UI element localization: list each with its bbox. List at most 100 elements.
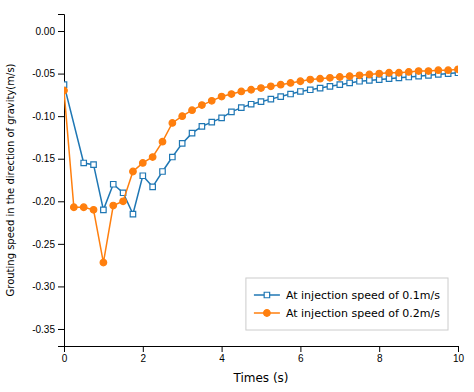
series-marker xyxy=(218,93,225,100)
y-tick-mark xyxy=(58,116,64,117)
series-marker xyxy=(81,160,86,165)
series-marker xyxy=(405,69,412,76)
series-marker xyxy=(111,182,116,187)
series-marker xyxy=(179,141,184,146)
x-tick: 0 xyxy=(62,346,68,364)
series-marker xyxy=(140,173,145,178)
x-tick: 6 xyxy=(298,346,304,364)
y-tick: -0.35 xyxy=(32,324,64,335)
series-marker xyxy=(435,67,442,74)
x-tick-mark xyxy=(300,346,301,352)
y-tick: -0.25 xyxy=(32,239,64,250)
series-marker xyxy=(64,82,67,87)
series-marker xyxy=(64,87,67,94)
series-marker xyxy=(258,99,263,104)
x-tick-label: 0 xyxy=(62,353,68,364)
legend-box xyxy=(246,278,448,330)
series-marker xyxy=(317,75,324,82)
series-marker xyxy=(445,67,452,74)
series-marker xyxy=(239,105,244,110)
series-marker xyxy=(199,102,206,109)
series-marker xyxy=(425,68,432,75)
series-marker xyxy=(189,107,196,114)
x-tick-label: 10 xyxy=(453,353,465,364)
y-tick: -0.15 xyxy=(32,153,64,164)
legend-item: At injection speed of 0.1m/s xyxy=(254,289,440,302)
series-marker xyxy=(189,130,194,135)
y-tick: -0.20 xyxy=(32,196,64,207)
series-marker xyxy=(100,259,107,266)
series-line xyxy=(64,73,458,214)
series-marker xyxy=(366,71,373,78)
series-marker xyxy=(258,85,265,92)
series-marker xyxy=(169,120,176,127)
x-tick-mark xyxy=(143,346,144,352)
y-tick-label: -0.20 xyxy=(32,196,55,207)
series-marker xyxy=(357,79,362,84)
series-marker xyxy=(288,91,293,96)
legend-label: At injection speed of 0.1m/s xyxy=(286,289,440,302)
series-marker xyxy=(386,76,391,81)
y-axis-title: Grouting speed in the direction of gravi… xyxy=(5,63,16,296)
y-tick: 0.00 xyxy=(36,26,64,37)
x-tick: 2 xyxy=(141,346,147,364)
series-line xyxy=(64,69,458,262)
series-marker xyxy=(219,115,224,120)
x-tick-mark xyxy=(379,346,380,352)
series-marker xyxy=(298,89,303,94)
series-marker xyxy=(120,198,127,205)
series-marker xyxy=(160,169,165,174)
series-marker xyxy=(376,77,381,82)
series-marker xyxy=(396,69,403,76)
series-marker xyxy=(268,83,275,90)
y-tick-label: -0.15 xyxy=(32,153,55,164)
x-tick-mark xyxy=(458,346,459,352)
x-tick-label: 6 xyxy=(298,353,304,364)
legend-item: At injection speed of 0.2m/s xyxy=(254,307,440,320)
series-marker xyxy=(415,68,422,75)
series-marker xyxy=(238,88,245,95)
y-tick-mark xyxy=(58,159,64,160)
plot: 0 2 4 6 8 10 0.00 -0.05 -0.10 -0.15 -0.20 -0.25 -0.3… xyxy=(5,15,464,386)
series-marker xyxy=(159,138,166,145)
x-tick-label: 4 xyxy=(219,353,225,364)
series-marker xyxy=(130,168,137,175)
y-tick-mark xyxy=(58,201,64,202)
y-tick-label: -0.05 xyxy=(32,68,55,79)
series-marker xyxy=(346,73,353,80)
x-axis: 0 2 4 6 8 10 xyxy=(62,346,465,364)
series-marker xyxy=(386,69,393,76)
series-marker xyxy=(278,94,283,99)
x-tick: 10 xyxy=(453,346,465,364)
series-marker xyxy=(337,74,344,81)
x-axis-line xyxy=(65,347,459,353)
legend-label: At injection speed of 0.2m/s xyxy=(286,307,440,320)
series-marker xyxy=(347,80,352,85)
series-marker xyxy=(277,81,284,88)
series-marker xyxy=(356,72,363,79)
y-tick-mark xyxy=(58,286,64,287)
series-marker xyxy=(307,76,314,83)
series-marker xyxy=(248,101,253,106)
series-marker xyxy=(91,162,96,167)
y-tick-label: 0.00 xyxy=(36,26,56,37)
series-marker xyxy=(71,204,78,211)
series-marker xyxy=(327,75,334,82)
series-marker xyxy=(367,78,372,83)
series-marker xyxy=(327,84,332,89)
series-marker xyxy=(287,80,294,87)
y-tick-mark xyxy=(58,244,64,245)
y-tick: -0.10 xyxy=(32,111,64,122)
series-marker xyxy=(80,204,87,211)
y-tick-mark xyxy=(58,31,64,32)
y-axis-line xyxy=(58,15,65,347)
legend-swatch-marker xyxy=(264,292,269,297)
x-tick: 8 xyxy=(377,346,383,364)
series-marker xyxy=(208,98,215,105)
y-tick-label: -0.25 xyxy=(32,239,55,250)
x-tick-label: 8 xyxy=(377,353,383,364)
series-marker xyxy=(170,154,175,159)
series-marker xyxy=(101,207,106,212)
series-marker xyxy=(268,96,273,101)
y-tick-mark xyxy=(58,329,64,330)
